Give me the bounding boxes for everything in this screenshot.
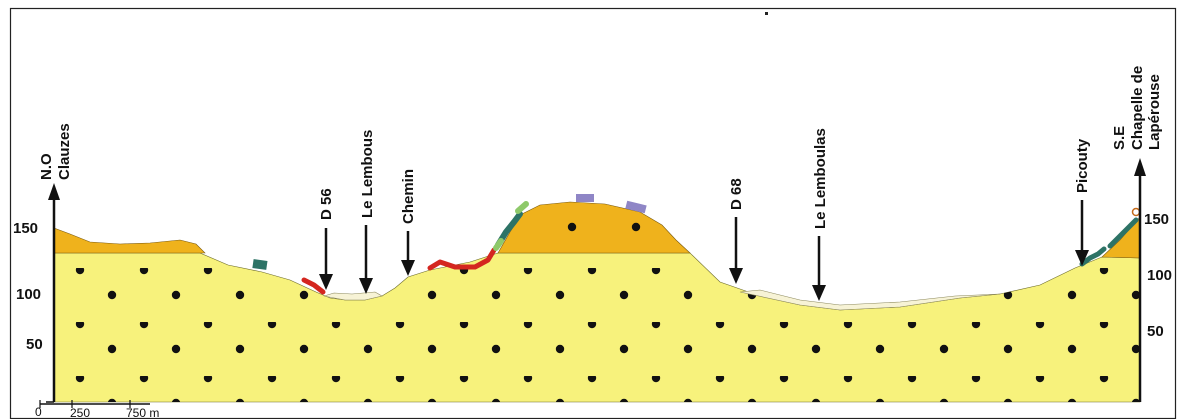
marker-d68: D 68	[728, 178, 745, 284]
scale-zero-label: 0	[35, 405, 42, 419]
marker-d56: D 56	[318, 188, 335, 290]
orange-dot-outcrop	[1131, 207, 1141, 217]
top-dot	[765, 12, 768, 15]
right-tick-100: 100	[1147, 267, 1172, 284]
purple-outcrop-1	[576, 194, 594, 202]
marker-d56-label: D 56	[318, 188, 335, 220]
right-place-line1: Chapelle de	[1129, 66, 1146, 150]
alluvium-lemboulas	[739, 289, 1001, 311]
caprock-left	[53, 227, 206, 254]
caprock-central-dots	[498, 202, 690, 253]
left-axis: 150 100 50 N.O Clauzes	[13, 123, 73, 403]
marker-le-lembous-label: Le Lembous	[359, 130, 376, 218]
marker-picouty-label: Picouty	[1074, 138, 1091, 193]
scale-bar: 0 250 750 m	[35, 400, 159, 419]
right-axis: 150 100 50 S.E Chapelle de Lapérouse	[1111, 66, 1172, 402]
right-orientation-label: S.E	[1111, 126, 1128, 150]
right-tick-150: 150	[1144, 211, 1169, 228]
left-place-label: Clauzes	[56, 123, 73, 180]
purple-outcrop-2	[625, 200, 647, 214]
red-outcrop-1	[301, 277, 326, 295]
left-orientation-label: N.O	[38, 153, 55, 180]
red-outcrop-2	[427, 247, 497, 271]
left-tick-50: 50	[26, 336, 43, 353]
marker-d68-label: D 68	[728, 178, 745, 210]
green-outcrop-1	[493, 238, 504, 251]
marker-le-lembous: Le Lembous	[359, 130, 376, 294]
teal-outcrop-4	[1107, 217, 1139, 249]
bedrock-dots	[54, 253, 1140, 402]
scale-mid-label: 250	[70, 406, 90, 419]
marker-le-lemboulas: Le Lemboulas	[812, 128, 829, 301]
teal-outcrop-3	[1079, 246, 1107, 267]
green-outcrop-2	[515, 201, 529, 214]
left-tick-150: 150	[13, 220, 38, 237]
teal-outcrop-1	[252, 259, 268, 270]
marker-chemin: Chemin	[400, 169, 417, 276]
left-tick-100: 100	[16, 286, 41, 303]
scale-end-label: 750 m	[126, 406, 159, 419]
right-place-line2: Lapérouse	[1146, 74, 1163, 150]
marker-picouty: Picouty	[1074, 138, 1091, 266]
marker-chemin-label: Chemin	[400, 169, 417, 224]
alluvium-lembous	[323, 291, 383, 301]
marker-le-lemboulas-label: Le Lemboulas	[812, 128, 829, 229]
right-tick-50: 50	[1147, 323, 1164, 340]
